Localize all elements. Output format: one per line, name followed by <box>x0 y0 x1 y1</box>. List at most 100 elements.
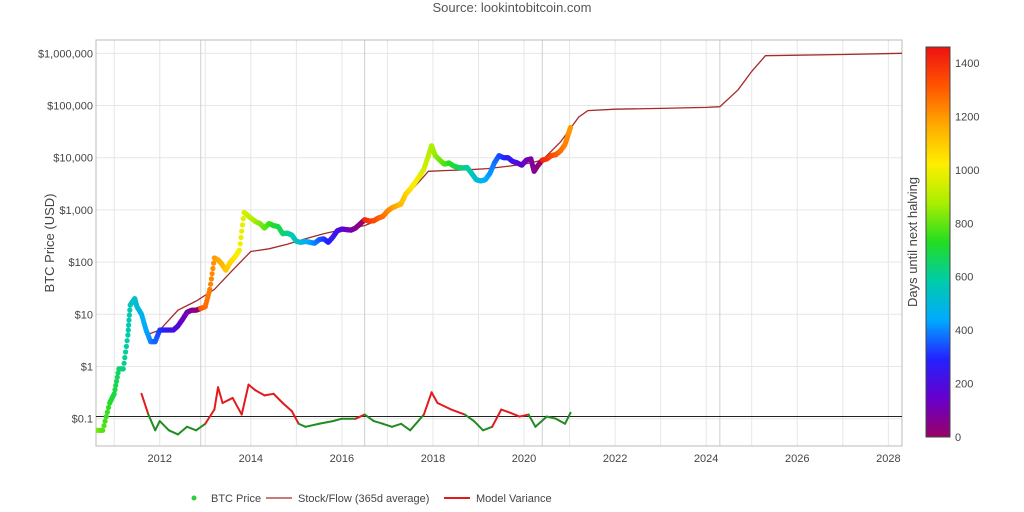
x-tick-label: 2018 <box>421 453 445 465</box>
btc-price-point <box>208 276 214 282</box>
model-variance-segment <box>564 411 572 425</box>
btc-price-point <box>122 355 128 361</box>
model-variance-segment <box>363 413 375 423</box>
btc-price-point <box>123 343 129 349</box>
model-variance-segment <box>463 413 475 423</box>
model-variance-segment <box>240 383 250 416</box>
y-axis-ticks: $0.1 $1 $10 $100 $1,000 $10,000 $100,000 $1,000… <box>38 48 93 425</box>
colorbar-tick-label: 1400 <box>955 58 979 70</box>
y-tick-label: $1 <box>81 362 93 374</box>
btc-price-point <box>125 327 131 333</box>
y-tick-label: $1,000 <box>59 205 93 217</box>
colorbar-frame <box>925 46 951 438</box>
model-variance-segment <box>297 422 307 428</box>
btc-price-point <box>123 349 129 355</box>
model-variance-segment <box>221 396 234 404</box>
model-variance-segment <box>527 413 537 428</box>
colorbar-tick-label: 1000 <box>955 165 979 177</box>
btc-price-point <box>567 124 574 131</box>
plot-frame <box>95 39 903 447</box>
model-variance-segment <box>500 408 512 414</box>
model-variance-segment <box>204 408 216 425</box>
model-variance-segment <box>290 410 300 425</box>
model-variance-segment <box>167 429 179 436</box>
btc-price-point <box>112 387 118 393</box>
model-variance-segment <box>158 420 170 432</box>
btc-price-point <box>121 360 127 366</box>
model-variance-segment <box>140 392 150 416</box>
model-variance-segment <box>491 408 503 428</box>
btc-price-point <box>115 370 121 376</box>
y-tick-label: $1,000,000 <box>38 48 93 60</box>
x-axis-ticks: 2012 2014 2016 2018 2020 2022 2024 2026 2028 <box>148 453 901 465</box>
legend-label-model-variance: Model Variance <box>476 493 552 505</box>
model-variance-segment <box>372 420 384 425</box>
btc-price-point <box>113 382 119 389</box>
x-tick-label: 2016 <box>330 453 354 465</box>
model-variance-segment <box>472 420 485 432</box>
model-variance-segment <box>304 422 321 428</box>
colorbar-tick-label: 0 <box>955 432 961 444</box>
model-variance-segment <box>381 422 393 428</box>
model-variance-segment <box>331 417 343 423</box>
model-variance-segment <box>482 425 494 432</box>
legend-item-btc-price[interactable]: BTC Price <box>191 493 262 505</box>
model-variance-segment <box>436 401 453 411</box>
model-variance-segment <box>409 413 425 432</box>
model-variance-segment <box>450 408 466 416</box>
colorbar-tick-label: 1200 <box>955 111 979 123</box>
source-label: Source: lookintobitcoin.com <box>433 0 592 15</box>
model-variance-segment <box>147 413 157 432</box>
model-variance-segment <box>354 413 366 420</box>
model-variance-segment <box>231 396 243 416</box>
model-variance-segment <box>400 422 412 432</box>
legend-marker-btc-price <box>191 495 197 501</box>
model-variance-segment <box>213 386 220 411</box>
x-tick-label: 2022 <box>603 453 627 465</box>
model-variance-segment <box>176 425 189 436</box>
model-variance-segment <box>247 383 257 392</box>
x-tick-label: 2024 <box>694 453 718 465</box>
btc-price-point <box>120 366 126 372</box>
btc-price-point <box>211 260 217 266</box>
btc-price-point <box>101 423 107 429</box>
legend-label-btc-price: BTC Price <box>211 493 261 505</box>
model-variance-segment <box>554 417 567 425</box>
btc-price-point <box>105 404 112 411</box>
btc-price-point <box>236 247 242 253</box>
model-variance-segment <box>545 415 557 420</box>
btc-price-point <box>238 234 244 241</box>
colorbar-ticks: 0 200 400 600 800 1000 1200 1400 <box>955 58 979 444</box>
btc-price-point <box>240 216 246 222</box>
model-variance-segment <box>509 411 521 418</box>
btc-price-point <box>239 222 246 228</box>
y-tick-label: $100 <box>69 257 93 269</box>
model-variance-segment <box>186 425 198 432</box>
model-variance-segment <box>254 389 266 397</box>
legend-item-stock-flow[interactable]: Stock/Flow (365d average) <box>266 493 429 505</box>
model-variance-segment <box>281 401 293 413</box>
btc-price-point <box>104 409 110 415</box>
colorbar-tick-label: 600 <box>955 272 973 284</box>
x-tick-label: 2014 <box>239 453 263 465</box>
btc-price-point <box>103 414 109 420</box>
colorbar-tick-label: 400 <box>955 325 973 337</box>
legend-item-model-variance[interactable]: Model Variance <box>444 493 552 505</box>
x-tick-label: 2028 <box>876 453 900 465</box>
model-variance-segment <box>534 415 548 428</box>
x-tick-label: 2026 <box>785 453 809 465</box>
btc-price-point <box>126 322 132 328</box>
y-tick-label: $10,000 <box>53 153 93 165</box>
model-variance-segment <box>154 420 161 432</box>
colorbar-title: Days until next halving <box>905 177 920 307</box>
btc-price-point <box>237 241 243 247</box>
model-variance-segment <box>217 386 224 404</box>
btc-price-point <box>127 307 133 313</box>
y-tick-label: $10 <box>75 309 93 321</box>
model-variance-segment <box>263 392 275 397</box>
legend-label-stock-flow: Stock/Flow (365d average) <box>298 493 429 505</box>
btc-price-point <box>102 418 108 424</box>
btc-price-point <box>124 338 130 344</box>
colorbar-tick-label: 800 <box>955 218 973 230</box>
